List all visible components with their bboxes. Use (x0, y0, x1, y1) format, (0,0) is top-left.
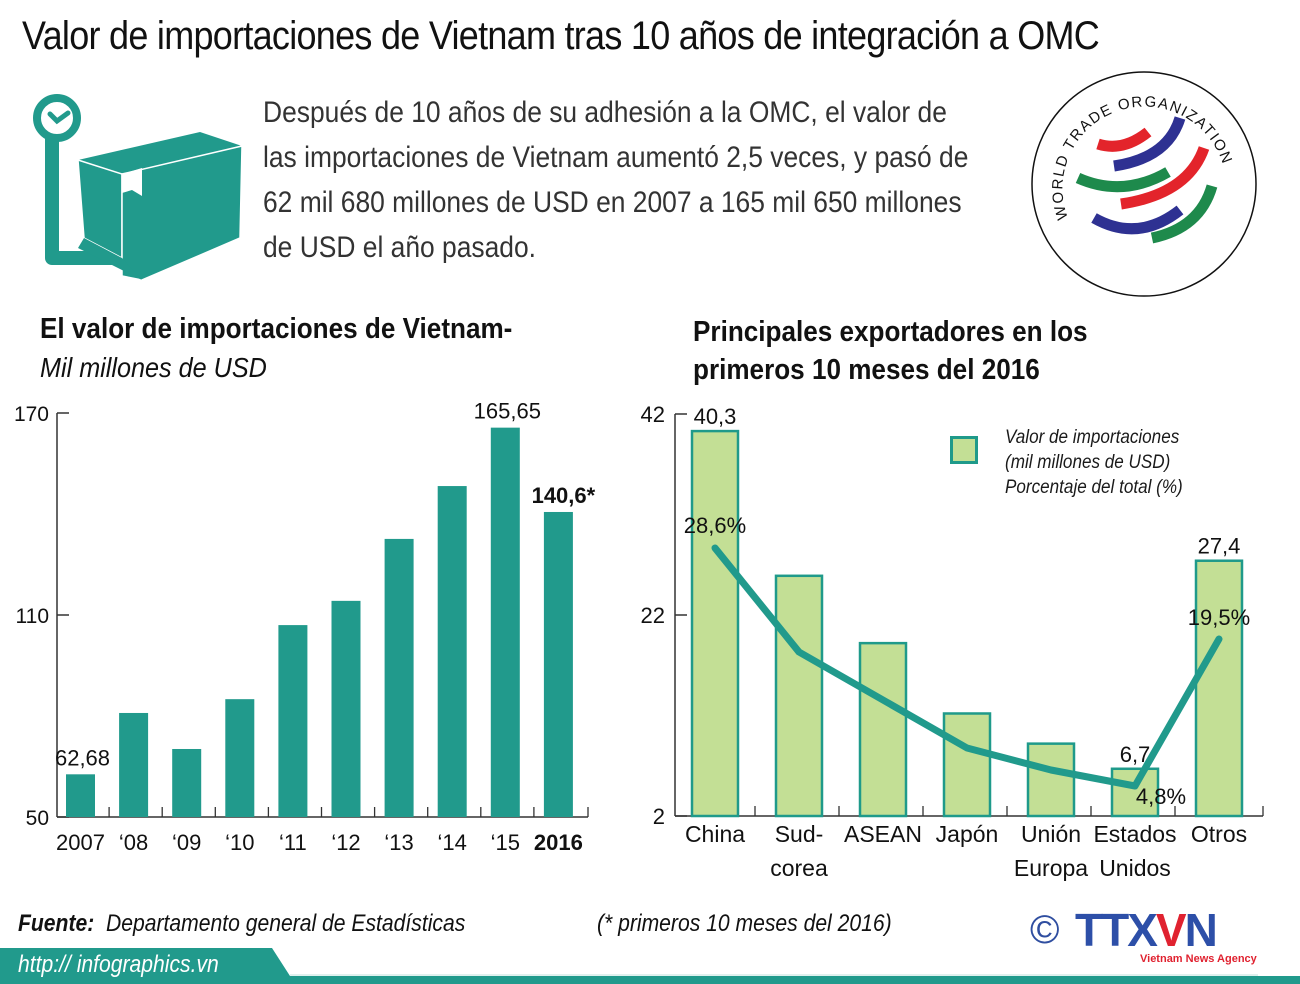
bar (66, 774, 95, 817)
footer-bar (0, 948, 1300, 984)
line-value-label: 4,8% (1136, 784, 1186, 809)
page-title: Valor de importaciones de Vietnam tras 1… (22, 14, 1100, 58)
bar-value-label: 40,3 (694, 404, 737, 429)
x-tick-label: 2007 (56, 830, 105, 855)
bar (1026, 742, 1076, 818)
legend-line-3: Porcentaje del total (%) (1005, 477, 1183, 498)
ttxvn-logo-v: V (1155, 904, 1187, 956)
bar (278, 625, 308, 817)
y-tick-label: 170 (14, 403, 49, 426)
intro-paragraph: Después de 10 años de su adhesión a la O… (263, 96, 969, 264)
bar (543, 511, 573, 817)
bar-value-label: 27,4 (1198, 534, 1241, 559)
x-tick-label: ‘10 (225, 830, 254, 855)
package-scale-icon (33, 94, 243, 281)
legend: Valor de importaciones (mil millones de … (1005, 425, 1183, 500)
legend-line-1: Valor de importaciones (1005, 427, 1180, 448)
bar (690, 429, 740, 818)
bar (437, 486, 467, 817)
y-tick-label: 22 (641, 603, 665, 628)
x-tick-label: 2016 (534, 830, 583, 855)
bar (384, 538, 414, 817)
x-tick-label: ‘08 (119, 830, 148, 855)
bar (942, 712, 992, 818)
bar (1110, 767, 1160, 818)
copyright-icon: © (1030, 908, 1060, 952)
x-tick-label: ASEAN (844, 821, 922, 847)
y-tick-label: 50 (26, 807, 49, 830)
bar (1194, 559, 1244, 818)
x-tick-label: China (685, 821, 745, 847)
wto-logo: WORLD TRADE ORGANIZATION (1031, 71, 1257, 297)
left-chart-title: El valor de importaciones de Vietnam- (40, 313, 513, 345)
bar (858, 641, 908, 818)
ttxvn-logo-n: N (1184, 904, 1218, 956)
legend-swatch-imports (950, 436, 978, 464)
website-link[interactable]: http:// infographics.vn (18, 951, 219, 978)
x-tick-label: Estados (1093, 821, 1176, 847)
bar (172, 748, 202, 817)
x-tick-label: corea (770, 855, 828, 881)
source-credit: Fuente: Departamento general de Estadíst… (18, 910, 465, 938)
source-text: Departamento general de Estadísticas (106, 910, 466, 937)
bar-value-label: 165,65 (474, 399, 541, 424)
line-value-label: 19,5% (1188, 605, 1250, 630)
source-label: Fuente: (18, 910, 95, 937)
bar (225, 699, 255, 817)
x-tick-label: ‘13 (384, 830, 413, 855)
bar (119, 712, 149, 817)
bar (490, 427, 520, 817)
left-chart-subtitle: Mil millones de USD (40, 352, 267, 383)
ttxvn-logo: TTXVN (1075, 903, 1218, 957)
ttxvn-logo-ttx: TTX (1075, 904, 1158, 956)
right-chart-title: Principales exportadores en los primeros… (693, 313, 1088, 389)
x-tick-label: ‘11 (279, 830, 307, 855)
line-value-label: 28,6% (684, 513, 746, 538)
percentage-line (711, 544, 1223, 790)
y-tick-label: 110 (16, 605, 49, 628)
bar (331, 600, 361, 817)
x-tick-label: ‘09 (172, 830, 201, 855)
x-tick-label: ‘15 (491, 830, 520, 855)
x-tick-label: Sud- (775, 821, 824, 847)
bar-value-label: 62,68 (55, 745, 110, 770)
x-tick-label: ‘12 (331, 830, 360, 855)
x-tick-label: ‘14 (438, 830, 467, 855)
right-chart-title-line1: Principales exportadores en los (693, 316, 1088, 348)
bar-value-label: 140,6* (532, 483, 596, 508)
left-bar-chart: 170 110 50 2007 62,68 ‘08 ‘09 ‘10 ‘11 ‘12 ‘13 ‘14 ‘1… (14, 399, 596, 855)
legend-line-2: (mil millones de USD) (1005, 452, 1171, 473)
x-tick-label: Europa (1014, 855, 1088, 881)
footnote: (* primeros 10 meses del 2016) (597, 910, 892, 937)
x-tick-label: Unión (1021, 821, 1081, 847)
bar (774, 574, 824, 818)
y-tick-label: 42 (641, 402, 665, 427)
x-tick-label: Japón (936, 821, 999, 847)
x-tick-label: Otros (1191, 821, 1247, 847)
agency-tagline: Vietnam News Agency (1140, 953, 1257, 965)
y-tick-label: 2 (653, 804, 665, 829)
x-tick-label: Unidos (1099, 855, 1171, 881)
right-chart-title-line2: primeros 10 meses del 2016 (693, 354, 1040, 386)
